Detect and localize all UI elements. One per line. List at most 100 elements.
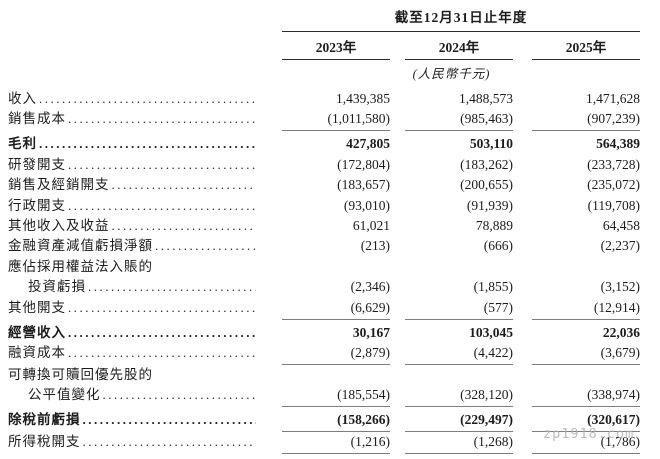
value-cell: (577) [405, 299, 513, 320]
dot-leader: ........................................… [102, 387, 257, 403]
value-cell: (2,879) [282, 344, 390, 366]
row-label: 銷售及經銷開支.................................… [8, 175, 272, 195]
row-label: 研發開支....................................… [8, 155, 272, 175]
table-row: 經營收入....................................… [8, 323, 660, 343]
value-cell: (183,262) [460, 156, 513, 172]
value-cell: (213) [360, 238, 390, 254]
value-cell: (158,266) [282, 411, 390, 433]
row-label: 經營收入....................................… [8, 323, 272, 343]
row-label: 除稅前虧損...................................… [8, 410, 272, 430]
column-header-2024: 2024年 [405, 32, 513, 60]
table-row: 其他開支....................................… [8, 298, 660, 320]
dot-leader: ........................................… [88, 279, 256, 295]
value-cell: 61,021 [352, 218, 390, 234]
financial-table-body: 收入......................................… [0, 89, 660, 459]
value-cell: 427,805 [346, 136, 390, 152]
year-column-headers: 2023年 2024年 2025年 [8, 32, 660, 60]
period-title: 截至12月31日止年度 [282, 6, 640, 32]
value-cell: 503,110 [469, 136, 513, 152]
row-label: 融資成本....................................… [8, 343, 272, 363]
row-label: 公平值變化...................................… [8, 385, 272, 405]
table-row: 融資成本....................................… [8, 343, 660, 366]
value-cell: (93,010) [343, 197, 390, 213]
dot-leader: ........................................… [68, 324, 256, 340]
value-cell: (1,268) [405, 433, 513, 455]
table-row: 研發開支....................................… [8, 155, 660, 175]
value-cell: (3,152) [600, 279, 640, 295]
value-cell: (229,497) [405, 411, 513, 433]
row-label-text: 除稅前虧損 [8, 412, 81, 428]
value-cell: (985,463) [405, 110, 513, 132]
row-label: 可轉換可贖回優先股的 [8, 365, 272, 385]
value-cell: (185,554) [282, 386, 390, 408]
table-row: 收入......................................… [8, 89, 660, 109]
dot-leader: ........................................… [155, 238, 256, 254]
table-row: 公平值變化...................................… [8, 385, 660, 408]
dot-leader: ........................................… [68, 111, 256, 127]
dot-leader: ........................................… [68, 156, 256, 172]
row-label: 應佔採用權益法入賬的 [8, 257, 272, 277]
table-header: 截至12月31日止年度 [8, 6, 660, 32]
value-cell: (1,855) [473, 279, 513, 295]
row-label-text: 可轉換可贖回優先股的 [8, 367, 153, 383]
value-cell: 78,889 [475, 218, 513, 234]
row-label-text: 銷售成本 [8, 111, 66, 127]
row-label: 所得稅開支...................................… [8, 432, 272, 452]
row-label: 金融資產減值虧損淨額..............................… [8, 236, 272, 256]
value-cell: 1,439,385 [336, 91, 390, 106]
value-cell: (1,786) [532, 433, 640, 455]
row-label-text: 其他開支 [8, 299, 66, 315]
value-cell: (235,072) [587, 177, 640, 193]
table-row: 應佔採用權益法入賬的 [8, 257, 660, 277]
value-cell: 1,488,573 [459, 91, 513, 106]
header-spacer [8, 6, 272, 32]
value-cell: (2,346) [350, 279, 390, 295]
value-cell: (338,974) [532, 386, 640, 408]
row-label-text: 其他收入及收益 [8, 218, 110, 234]
row-label-text: 金融資產減值虧損淨額 [8, 238, 153, 254]
row-label-text: 毛利 [8, 136, 37, 152]
row-label-text: 公平值變化 [28, 387, 101, 403]
table-row: 金融資產減值虧損淨額..............................… [8, 236, 660, 256]
dot-leader: ........................................… [68, 345, 256, 361]
dot-leader: ........................................… [111, 218, 257, 234]
unit-note-row: (人民幣千元) [8, 60, 660, 82]
value-cell: (12,914) [532, 299, 640, 320]
row-label-text: 研發開支 [8, 156, 66, 172]
value-cell: (1,011,580) [282, 110, 390, 132]
table-row: 所得稅開支...................................… [8, 432, 660, 455]
value-cell: (91,939) [466, 197, 513, 213]
value-cell: (1,216) [282, 433, 390, 455]
value-cell: 30,167 [352, 324, 390, 340]
row-label-text: 融資成本 [8, 345, 66, 361]
row-label: 投資虧損....................................… [8, 277, 272, 297]
table-row: 除稅前虧損...................................… [8, 410, 660, 433]
value-cell: (320,617) [532, 411, 640, 433]
value-cell: (172,804) [337, 156, 390, 172]
dot-leader: ........................................… [39, 91, 256, 106]
value-cell: 1,471,628 [586, 91, 640, 106]
row-label: 毛利......................................… [8, 134, 272, 154]
row-label-text: 所得稅開支 [8, 434, 81, 450]
table-row: 投資虧損....................................… [8, 277, 660, 297]
value-cell: 64,458 [602, 218, 640, 234]
dot-leader: ........................................… [39, 136, 256, 152]
value-cell: (3,679) [532, 344, 640, 366]
value-cell: (666) [483, 238, 513, 254]
column-header-2025: 2025年 [532, 32, 640, 60]
row-label-text: 收入 [8, 91, 37, 106]
value-cell: 564,389 [596, 136, 640, 152]
row-label: 其他收入及收益.................................… [8, 216, 272, 236]
value-cell: (233,728) [587, 156, 640, 172]
dot-leader: ........................................… [68, 299, 256, 315]
row-label: 其他開支....................................… [8, 298, 272, 318]
currency-unit-note: (人民幣千元) [412, 67, 491, 81]
value-cell: 22,036 [602, 324, 640, 340]
table-row: 銷售及經銷開支.................................… [8, 175, 660, 195]
value-cell: (183,657) [337, 177, 390, 193]
row-label-text: 行政開支 [8, 197, 66, 213]
dot-leader: ........................................… [82, 434, 257, 450]
table-row: 行政開支....................................… [8, 196, 660, 216]
value-cell: (200,655) [460, 177, 513, 193]
